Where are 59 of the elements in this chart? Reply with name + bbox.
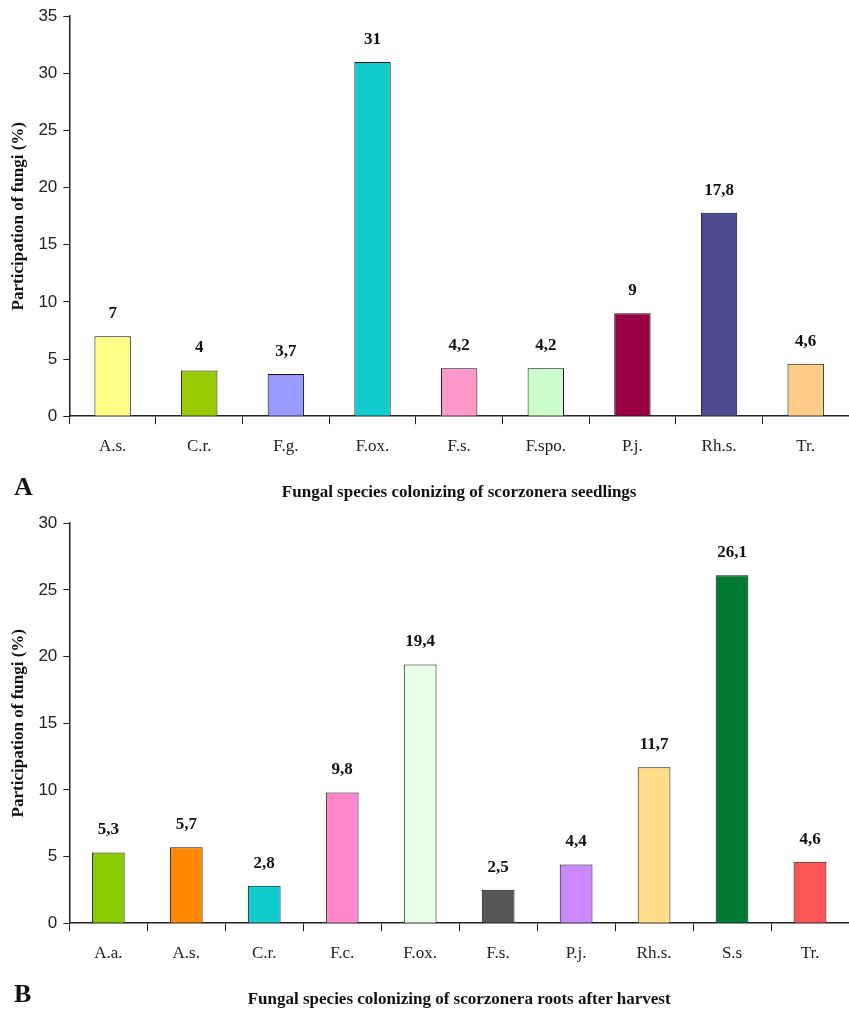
x-tick-label: C.r. <box>186 435 212 455</box>
x-tick-label: P.j. <box>565 942 587 962</box>
x-tick-label: F.spo. <box>525 435 566 455</box>
y-tick-label: 10 <box>38 291 58 311</box>
y-tick-label: 25 <box>38 120 58 140</box>
x-tick-label: Rh.s. <box>636 942 672 962</box>
data-label: 7 <box>108 303 118 323</box>
x-tick-label: F.ox. <box>355 435 390 455</box>
data-label: 4,6 <box>799 828 821 848</box>
y-tick-label: 30 <box>38 512 58 532</box>
data-label: 4,4 <box>565 831 588 851</box>
y-tick-label: 5 <box>47 846 58 866</box>
y-tick-label: 15 <box>38 712 58 732</box>
y-tick-label: 35 <box>38 5 58 25</box>
x-tick-label: A.a. <box>94 942 123 962</box>
data-label: 3,7 <box>275 340 298 360</box>
data-label: 19,4 <box>405 631 436 651</box>
data-label: 4,2 <box>448 335 470 355</box>
x-tick-label: Rh.s. <box>701 435 737 455</box>
x-tick-label: F.s. <box>447 435 471 455</box>
data-label: 5,7 <box>175 814 198 834</box>
data-label: 4,2 <box>535 335 557 355</box>
x-tick-label: A.s. <box>172 942 200 962</box>
y-tick-label: 15 <box>38 234 58 254</box>
data-label: 26,1 <box>717 542 747 562</box>
data-label: 31 <box>364 28 382 48</box>
x-tick-label: F.c. <box>330 942 355 962</box>
text: A <box>14 471 33 501</box>
x-tick-label: F.ox. <box>403 942 437 962</box>
data-label: 9,8 <box>331 759 353 779</box>
data-label: 2,5 <box>487 856 509 876</box>
x-axis-title: Fungal species colonizing of scorzonera seedlings <box>281 482 637 502</box>
y-tick-label: 30 <box>38 63 58 83</box>
data-label: 5,3 <box>97 819 119 839</box>
x-tick-label: F.g. <box>273 435 299 455</box>
data-label: 4,6 <box>795 330 817 350</box>
text: B <box>14 978 32 1008</box>
x-axis-title: Fungal species colonizing of scorzonera roots after harvest <box>247 989 671 1009</box>
data-label: 4 <box>195 337 205 357</box>
y-tick-label: 25 <box>38 579 58 599</box>
y-axis-title: Participation of fungi (%) <box>7 122 27 311</box>
data-label: 2,8 <box>253 852 275 872</box>
y-tick-label: 5 <box>47 348 58 368</box>
y-axis-title: Participation of fungi (%) <box>7 629 27 818</box>
x-tick-label: Tr. <box>800 942 820 962</box>
y-tick-label: 20 <box>38 646 58 666</box>
x-tick-label: S.s <box>721 942 743 962</box>
data-label: 11,7 <box>639 734 669 754</box>
y-tick-label: 0 <box>47 912 58 932</box>
x-tick-label: F.s. <box>486 942 510 962</box>
x-tick-label: C.r. <box>251 942 277 962</box>
y-tick-label: 20 <box>38 177 58 197</box>
data-label: 9 <box>628 280 637 300</box>
x-tick-label: A.s. <box>98 435 127 455</box>
x-tick-label: Tr. <box>796 435 816 455</box>
y-tick-label: 0 <box>47 405 58 425</box>
data-label: 17,8 <box>704 179 734 199</box>
y-tick-label: 10 <box>38 779 58 799</box>
x-tick-label: P.j. <box>622 435 643 455</box>
